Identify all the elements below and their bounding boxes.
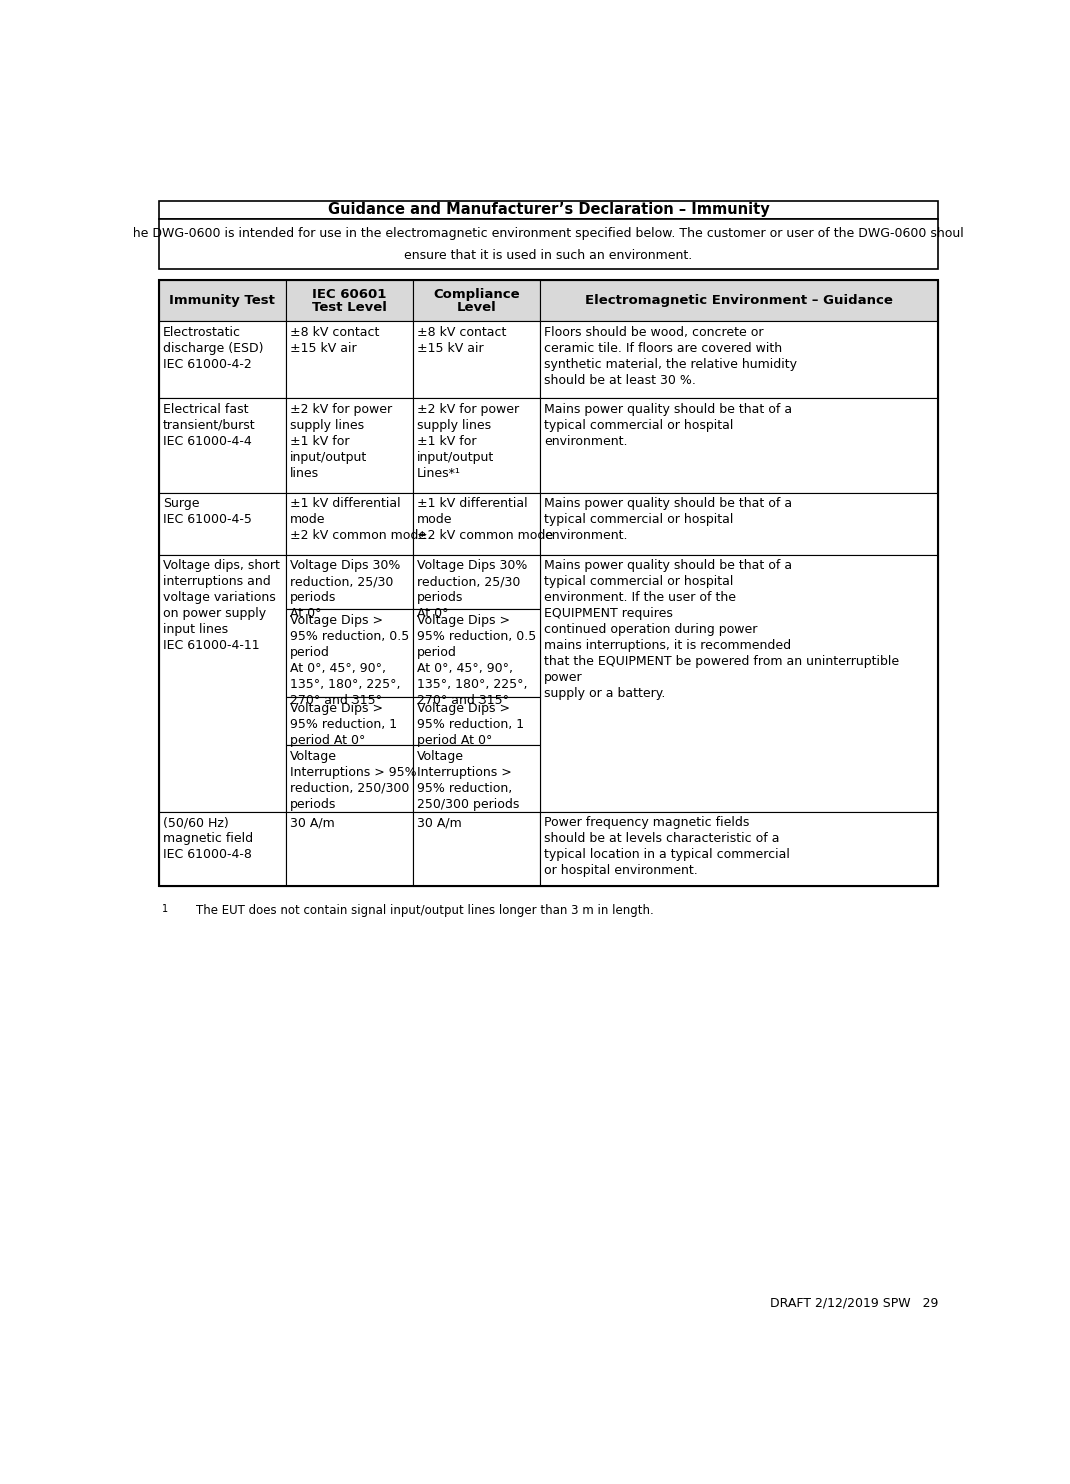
Text: Immunity Test: Immunity Test bbox=[169, 294, 275, 307]
Bar bbox=[286, 812, 413, 886]
Bar bbox=[158, 280, 286, 322]
Text: Power frequency magnetic fields
should be at levels characteristic of a
typical : Power frequency magnetic fields should b… bbox=[544, 816, 790, 877]
Text: ±1 kV differential
mode
±2 kV common mode: ±1 kV differential mode ±2 kV common mod… bbox=[417, 497, 553, 543]
Bar bbox=[286, 610, 413, 697]
Text: Voltage Dips >
95% reduction, 0.5
period
At 0°, 45°, 90°,
135°, 180°, 225°,
270°: Voltage Dips > 95% reduction, 0.5 period… bbox=[417, 614, 536, 706]
Bar bbox=[158, 812, 286, 886]
Text: Voltage Dips 30%
reduction, 25/30
periods
At 0°: Voltage Dips 30% reduction, 25/30 period… bbox=[290, 559, 400, 620]
Bar bbox=[158, 280, 938, 886]
Text: Electromagnetic Environment – Guidance: Electromagnetic Environment – Guidance bbox=[585, 294, 892, 307]
Bar bbox=[286, 398, 413, 493]
Bar bbox=[286, 280, 413, 322]
Bar bbox=[539, 812, 938, 886]
Bar bbox=[539, 280, 938, 322]
Text: ±8 kV contact
±15 kV air: ±8 kV contact ±15 kV air bbox=[290, 326, 379, 355]
Bar bbox=[539, 555, 938, 812]
Bar bbox=[539, 493, 938, 555]
Text: Test Level: Test Level bbox=[311, 301, 386, 315]
Text: Voltage Dips 30%
reduction, 25/30
periods
At 0°: Voltage Dips 30% reduction, 25/30 period… bbox=[417, 559, 528, 620]
Text: ±2 kV for power
supply lines
±1 kV for
input/output
lines: ±2 kV for power supply lines ±1 kV for i… bbox=[290, 402, 392, 479]
Text: Voltage Dips >
95% reduction, 1
period At 0°: Voltage Dips > 95% reduction, 1 period A… bbox=[290, 702, 397, 746]
Text: Mains power quality should be that of a
typical commercial or hospital
environme: Mains power quality should be that of a … bbox=[544, 559, 899, 700]
Text: IEC 60601: IEC 60601 bbox=[312, 288, 386, 301]
Text: Voltage
Interruptions > 95%
reduction, 250/300
periods: Voltage Interruptions > 95% reduction, 2… bbox=[290, 749, 416, 810]
Bar bbox=[286, 745, 413, 812]
Bar bbox=[413, 398, 539, 493]
Text: 1: 1 bbox=[162, 904, 168, 914]
Text: Voltage Dips >
95% reduction, 0.5
period
At 0°, 45°, 90°,
135°, 180°, 225°,
270°: Voltage Dips > 95% reduction, 0.5 period… bbox=[290, 614, 409, 706]
Bar bbox=[286, 322, 413, 398]
Bar bbox=[539, 398, 938, 493]
Text: DRAFT 2/12/2019 SPW   29: DRAFT 2/12/2019 SPW 29 bbox=[769, 1297, 938, 1309]
Bar bbox=[286, 493, 413, 555]
Bar bbox=[413, 555, 539, 610]
Text: Surge
IEC 61000-4-5: Surge IEC 61000-4-5 bbox=[163, 497, 251, 527]
Bar bbox=[413, 697, 539, 745]
Text: The EUT does not contain signal input/output lines longer than 3 m in length.: The EUT does not contain signal input/ou… bbox=[196, 904, 654, 917]
Text: Level: Level bbox=[457, 301, 496, 315]
Bar bbox=[413, 610, 539, 697]
Text: Guidance and Manufacturer’s Declaration – Immunity: Guidance and Manufacturer’s Declaration … bbox=[327, 202, 769, 217]
Bar bbox=[158, 398, 286, 493]
Bar bbox=[286, 697, 413, 745]
Text: ±1 kV differential
mode
±2 kV common mode: ±1 kV differential mode ±2 kV common mod… bbox=[290, 497, 426, 543]
Text: The DWG-0600 is intended for use in the electromagnetic environment specified be: The DWG-0600 is intended for use in the … bbox=[125, 227, 972, 240]
Text: Voltage
Interruptions >
95% reduction,
250/300 periods: Voltage Interruptions > 95% reduction, 2… bbox=[417, 749, 519, 810]
Bar bbox=[413, 322, 539, 398]
Text: Mains power quality should be that of a
typical commercial or hospital
environme: Mains power quality should be that of a … bbox=[544, 402, 792, 448]
Bar bbox=[413, 812, 539, 886]
Text: ±2 kV for power
supply lines
±1 kV for
input/output
Lines*¹: ±2 kV for power supply lines ±1 kV for i… bbox=[417, 402, 519, 479]
Bar bbox=[286, 555, 413, 610]
Bar bbox=[158, 555, 286, 812]
Text: Floors should be wood, concrete or
ceramic tile. If floors are covered with
synt: Floors should be wood, concrete or ceram… bbox=[544, 326, 797, 387]
Bar bbox=[539, 322, 938, 398]
Bar bbox=[158, 493, 286, 555]
Bar bbox=[158, 322, 286, 398]
Text: (50/60 Hz)
magnetic field
IEC 61000-4-8: (50/60 Hz) magnetic field IEC 61000-4-8 bbox=[163, 816, 253, 861]
Text: Voltage dips, short
interruptions and
voltage variations
on power supply
input l: Voltage dips, short interruptions and vo… bbox=[163, 559, 279, 651]
Text: ensure that it is used in such an environment.: ensure that it is used in such an enviro… bbox=[404, 249, 692, 261]
Text: Electrical fast
transient/burst
IEC 61000-4-4: Electrical fast transient/burst IEC 6100… bbox=[163, 402, 256, 448]
Text: ±8 kV contact
±15 kV air: ±8 kV contact ±15 kV air bbox=[417, 326, 506, 355]
Text: 30 A/m: 30 A/m bbox=[417, 816, 461, 830]
Text: Mains power quality should be that of a
typical commercial or hospital
environme: Mains power quality should be that of a … bbox=[544, 497, 792, 543]
Bar bbox=[158, 218, 938, 269]
Bar bbox=[413, 280, 539, 322]
Text: Electrostatic
discharge (ESD)
IEC 61000-4-2: Electrostatic discharge (ESD) IEC 61000-… bbox=[163, 326, 263, 371]
Bar bbox=[158, 200, 938, 218]
Text: Voltage Dips >
95% reduction, 1
period At 0°: Voltage Dips > 95% reduction, 1 period A… bbox=[417, 702, 524, 746]
Text: 30 A/m: 30 A/m bbox=[290, 816, 335, 830]
Bar bbox=[413, 745, 539, 812]
Text: Compliance: Compliance bbox=[433, 288, 520, 301]
Bar bbox=[413, 493, 539, 555]
